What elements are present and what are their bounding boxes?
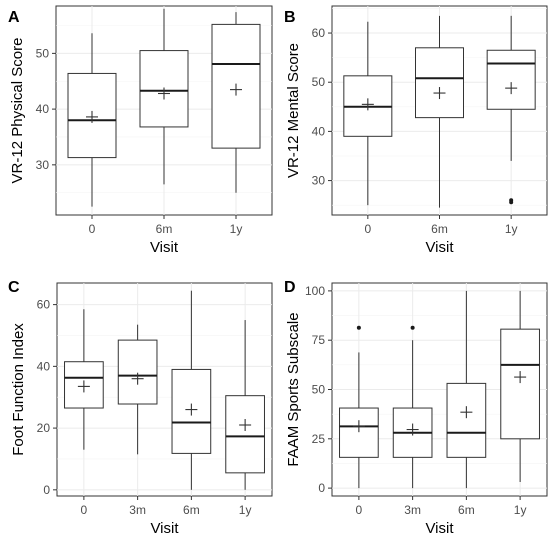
mean-marker bbox=[158, 87, 170, 100]
x-tick-label: 0 bbox=[89, 222, 96, 236]
panel-d: 0 25 50 75 100 0 3m 6m 1y Visit FAAM Sports Subsca… bbox=[284, 279, 548, 537]
outlier-point bbox=[410, 325, 415, 330]
panel-c: 0 20 40 60 0 3m 6m 1y Visit Foot Function Index C bbox=[8, 279, 273, 537]
y-axis-title: VR-12 Physical Score bbox=[9, 38, 26, 184]
box-1y bbox=[500, 290, 540, 482]
x-tick-label: 0 bbox=[81, 503, 88, 517]
iqr-box bbox=[486, 49, 536, 110]
iqr-box bbox=[446, 382, 487, 458]
y-axis-title: Foot Function Index bbox=[10, 323, 27, 456]
y-tick-label: 0 bbox=[43, 483, 50, 497]
y-tick-label: 0 bbox=[318, 481, 325, 495]
box-0 bbox=[64, 309, 104, 450]
mean-marker bbox=[361, 98, 374, 111]
x-axis-title: Visit bbox=[150, 520, 179, 537]
y-tick-label: 20 bbox=[37, 421, 51, 435]
panel-tag: A bbox=[8, 9, 20, 26]
box-6m bbox=[171, 290, 212, 490]
mean-marker bbox=[460, 406, 473, 419]
box-0 bbox=[343, 21, 393, 206]
mean-marker bbox=[239, 419, 252, 431]
x-tick-label: 1y bbox=[505, 222, 518, 236]
box-1y bbox=[211, 12, 261, 193]
iqr-box bbox=[225, 395, 265, 474]
x-tick-label: 3m bbox=[129, 503, 146, 517]
mean-marker bbox=[230, 83, 242, 96]
panel-tag: B bbox=[284, 9, 296, 26]
mean-marker bbox=[514, 371, 527, 384]
outlier-point bbox=[356, 325, 361, 330]
iqr-box bbox=[339, 407, 379, 458]
mean-marker bbox=[185, 403, 198, 416]
x-tick-label: 6m bbox=[458, 503, 475, 517]
x-tick-label: 3m bbox=[404, 503, 421, 517]
iqr-box bbox=[500, 328, 540, 440]
box-3m bbox=[392, 325, 433, 489]
mean-marker bbox=[131, 372, 144, 385]
mean-marker bbox=[86, 110, 98, 123]
outlier-point bbox=[509, 200, 514, 205]
x-axis-title: Visit bbox=[425, 239, 454, 256]
y-tick-label: 100 bbox=[305, 284, 325, 298]
box-1y bbox=[486, 15, 536, 205]
y-tick-label: 50 bbox=[312, 383, 326, 397]
x-tick-label: 6m bbox=[431, 222, 448, 236]
x-tick-label: 0 bbox=[356, 503, 363, 517]
y-tick-label: 40 bbox=[312, 124, 326, 138]
y-tick-label: 50 bbox=[312, 75, 326, 89]
y-tick-label: 75 bbox=[312, 333, 326, 347]
panel-tag: D bbox=[284, 279, 296, 296]
box-1y bbox=[225, 320, 265, 490]
mean-marker bbox=[352, 420, 365, 433]
mean-marker bbox=[505, 82, 518, 95]
x-axis-title: Visit bbox=[425, 520, 454, 537]
mean-marker bbox=[433, 87, 446, 100]
y-tick-label: 40 bbox=[37, 359, 51, 373]
y-tick-label: 60 bbox=[312, 26, 326, 40]
box-6m bbox=[139, 8, 189, 185]
box-0 bbox=[339, 325, 379, 489]
x-tick-label: 1y bbox=[514, 503, 527, 517]
x-tick-label: 6m bbox=[183, 503, 200, 517]
x-tick-label: 0 bbox=[364, 222, 371, 236]
mean-marker bbox=[406, 423, 419, 436]
box-6m bbox=[446, 290, 487, 489]
mean-marker bbox=[77, 380, 90, 393]
x-axis-title: Visit bbox=[150, 239, 179, 256]
y-axis-title: VR-12 Mental Score bbox=[285, 43, 302, 178]
y-tick-label: 30 bbox=[312, 174, 326, 188]
panel-b: 30 40 50 60 0 6m 1y Visit VR-12 Mental Score B bbox=[284, 5, 548, 256]
box-3m bbox=[117, 324, 158, 455]
panel-a: 30 40 50 0 6m 1y Visit VR-12 Physical Score A bbox=[8, 5, 273, 256]
box-0 bbox=[67, 33, 117, 207]
y-axis-title: FAAM Sports Subscale bbox=[285, 312, 302, 466]
y-tick-label: 40 bbox=[36, 102, 50, 116]
x-tick-label: 1y bbox=[239, 503, 252, 517]
y-tick-label: 25 bbox=[312, 432, 326, 446]
x-tick-label: 1y bbox=[230, 222, 243, 236]
y-tick-label: 30 bbox=[36, 158, 50, 172]
y-tick-label: 60 bbox=[37, 298, 51, 312]
iqr-box bbox=[415, 47, 464, 119]
box-6m bbox=[415, 15, 464, 208]
y-tick-label: 50 bbox=[36, 46, 50, 60]
panel-tag: C bbox=[8, 279, 20, 296]
iqr-box bbox=[117, 339, 158, 405]
x-tick-label: 6m bbox=[156, 222, 173, 236]
